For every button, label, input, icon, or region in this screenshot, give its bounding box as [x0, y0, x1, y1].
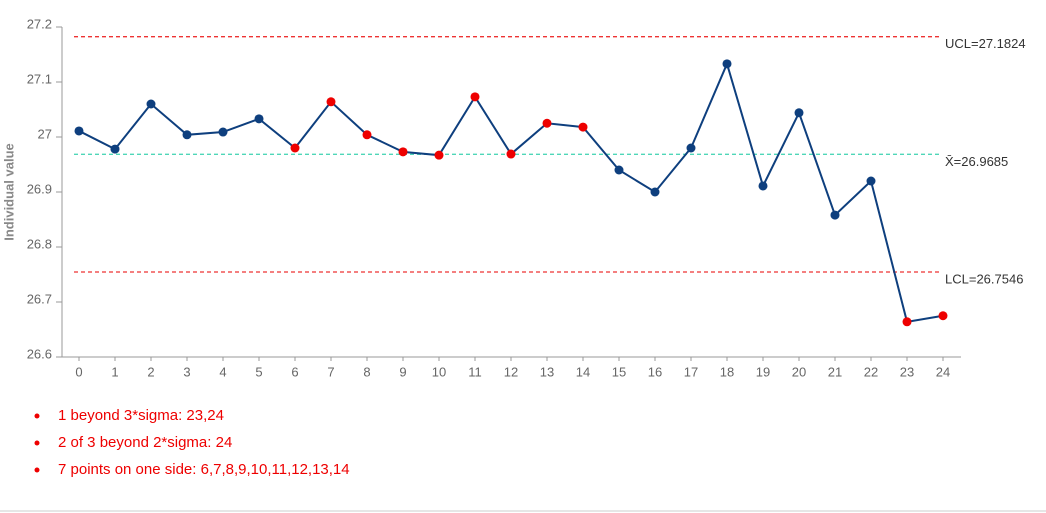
data-point [434, 150, 444, 160]
y-tick-label: 26.6 [27, 346, 52, 361]
x-tick-label: 22 [864, 364, 878, 379]
data-point [794, 108, 804, 118]
x-tick-label: 20 [792, 364, 806, 379]
x-tick-label: 2 [147, 364, 154, 379]
x-tick-label: 7 [327, 364, 334, 379]
data-point [722, 59, 732, 69]
data-point [578, 122, 588, 132]
data-point [506, 149, 516, 159]
x-tick-label: 24 [936, 364, 950, 379]
series-line [78, 60, 944, 323]
x-tick-label: 14 [576, 364, 590, 379]
data-point [938, 311, 948, 321]
control-label: UCL=27.1824 [945, 36, 1026, 51]
y-tick-label: 26.8 [27, 236, 52, 251]
control-label: LCL=26.7546 [945, 271, 1023, 286]
data-point [542, 118, 552, 128]
data-point [218, 127, 228, 137]
x-tick-label: 19 [756, 364, 770, 379]
x-tick-label: 5 [255, 364, 262, 379]
x-tick-label: 11 [468, 364, 482, 379]
data-point [902, 317, 912, 327]
data-point [470, 92, 480, 102]
data-point [614, 165, 624, 175]
y-tick-label: 26.9 [27, 181, 52, 196]
x-tick-label: 16 [648, 364, 662, 379]
rule: 7 points on one side: 6,7,8,9,10,11,12,1… [58, 461, 350, 478]
y-tick-label: 27.2 [27, 16, 52, 31]
bullet [34, 440, 40, 446]
x-tick-label: 23 [900, 364, 914, 379]
rule: 1 beyond 3*sigma: 23,24 [58, 407, 224, 424]
data-point [650, 187, 660, 197]
data-point [182, 130, 192, 140]
rule: 2 of 3 beyond 2*sigma: 24 [58, 434, 232, 451]
x-tick-label: 18 [720, 364, 734, 379]
data-point [290, 143, 300, 153]
x-tick-label: 0 [75, 364, 82, 379]
bullet [34, 467, 40, 473]
data-point [758, 181, 768, 191]
x-tick-label: 13 [540, 364, 554, 379]
data-point [74, 126, 84, 136]
data-point [866, 176, 876, 186]
data-point [146, 99, 156, 109]
data-point [254, 114, 264, 124]
x-tick-label: 6 [291, 364, 298, 379]
data-point [686, 143, 696, 153]
y-tick-label: 27 [38, 126, 52, 141]
y-tick-label: 27.1 [27, 71, 52, 86]
x-tick-label: 21 [828, 364, 842, 379]
bullet [34, 413, 40, 419]
y-axis-label: Individual value [1, 143, 16, 241]
x-tick-label: 4 [219, 364, 226, 379]
x-tick-label: 8 [363, 364, 370, 379]
data-point [398, 147, 408, 157]
x-tick-label: 10 [432, 364, 446, 379]
control-label: X̄=26.9685 [945, 154, 1008, 169]
x-tick-label: 9 [399, 364, 406, 379]
data-point [830, 210, 840, 220]
x-tick-label: 17 [684, 364, 698, 379]
data-point [110, 144, 120, 154]
x-tick-label: 3 [183, 364, 190, 379]
data-point [362, 130, 372, 140]
x-tick-label: 12 [504, 364, 518, 379]
y-tick-label: 26.7 [27, 291, 52, 306]
x-tick-label: 1 [111, 364, 118, 379]
data-point [326, 97, 336, 107]
x-tick-label: 15 [612, 364, 626, 379]
